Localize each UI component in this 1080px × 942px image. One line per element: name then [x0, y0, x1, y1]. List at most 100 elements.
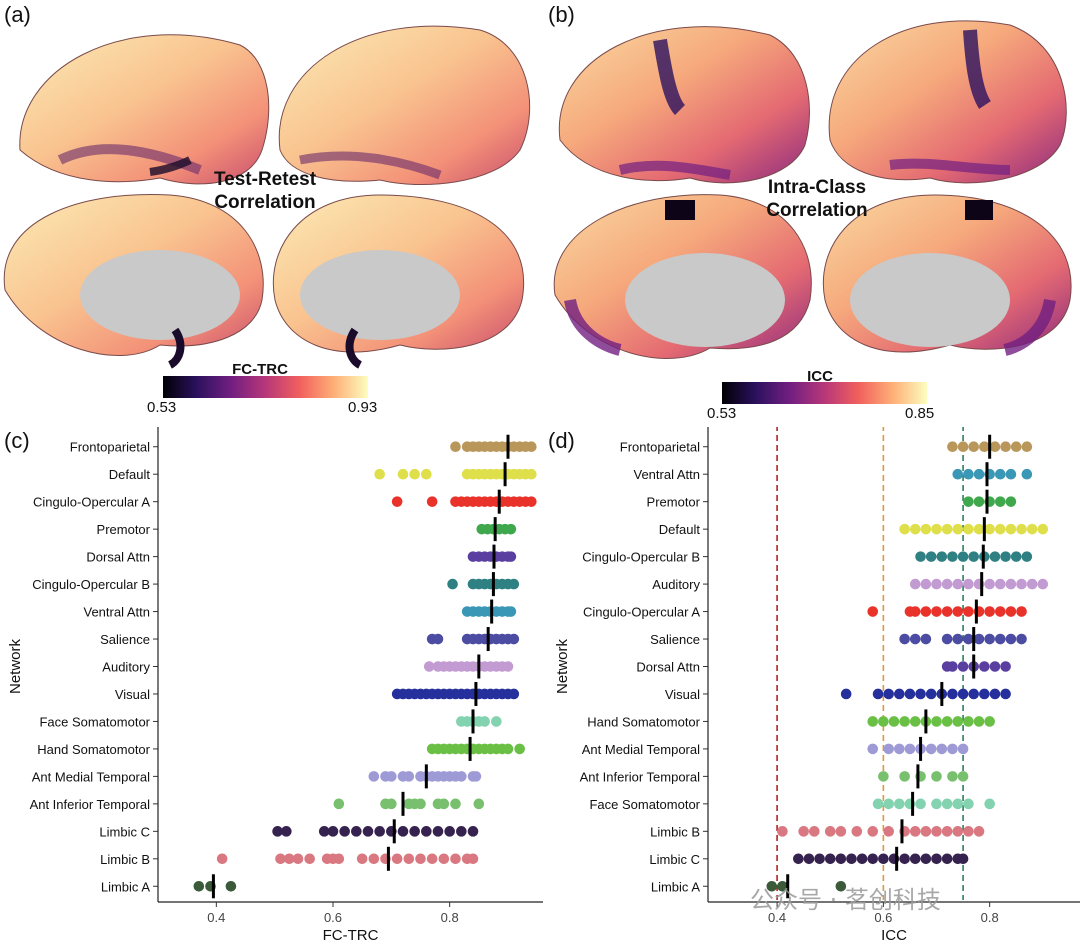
network-label: Cingulo-Opercular B — [582, 550, 700, 565]
data-point — [777, 880, 788, 892]
data-point — [947, 771, 958, 782]
network-label: Cingulo-Opercular A — [33, 495, 150, 510]
network-label: Auditory — [102, 660, 150, 675]
data-point — [899, 853, 910, 865]
data-point — [994, 523, 1006, 535]
network-label: Ant Medial Temporal — [32, 769, 150, 784]
data-point — [846, 853, 857, 865]
chart-d: Frontoparietal Ventral Attn Premotor Defaul… — [554, 427, 1080, 942]
data-point — [327, 826, 339, 837]
network-label: Default — [109, 467, 151, 482]
data-point — [909, 606, 921, 617]
data-point — [963, 523, 974, 535]
data-point — [766, 880, 778, 892]
data-point — [450, 798, 461, 810]
network-label: Cingulo-Opercular B — [32, 577, 150, 592]
brain-title-a-line1: Test-Retest — [213, 169, 317, 190]
data-point — [374, 468, 385, 480]
data-point — [957, 771, 969, 782]
data-point — [947, 688, 958, 700]
data-point — [508, 688, 520, 700]
data-point — [957, 688, 969, 700]
data-point — [963, 633, 974, 645]
data-point — [403, 853, 415, 865]
data-point — [909, 633, 921, 645]
colorbar-b-min: 0.53 — [707, 405, 737, 422]
brain-b-right-medial — [822, 194, 1072, 356]
data-point — [931, 826, 942, 837]
data-point — [979, 441, 990, 453]
colorbar-b-max: 0.85 — [905, 405, 935, 422]
data-point — [952, 606, 964, 617]
data-point — [984, 798, 995, 810]
data-point — [994, 468, 1006, 480]
data-point — [508, 578, 520, 590]
data-point — [909, 826, 921, 837]
colorbar-a — [163, 376, 368, 398]
data-point — [952, 468, 964, 480]
data-point — [824, 826, 836, 837]
network-label: Premotor — [97, 522, 151, 537]
data-point — [409, 468, 420, 480]
data-point — [957, 853, 969, 865]
data-point — [984, 633, 995, 645]
network-label: Frontoparietal — [620, 440, 700, 455]
data-point — [963, 496, 974, 507]
data-point — [973, 716, 985, 727]
data-point — [356, 853, 368, 865]
data-point — [505, 606, 517, 617]
data-point — [941, 606, 953, 617]
data-point — [386, 771, 397, 782]
data-point — [915, 551, 926, 562]
data-point — [968, 441, 980, 453]
data-point — [957, 441, 969, 453]
data-point — [450, 853, 461, 865]
x-tick-label: 0.4 — [768, 910, 786, 925]
data-point — [952, 798, 964, 810]
colorbar-a-min: 0.53 — [147, 399, 177, 416]
data-point — [1026, 578, 1038, 590]
network-label: Limbic A — [101, 879, 150, 894]
network-label: Ant Medial Temporal — [582, 742, 700, 757]
data-point — [989, 551, 1001, 562]
data-point — [963, 826, 974, 837]
data-point — [1000, 551, 1011, 562]
data-point — [883, 688, 894, 700]
network-label: Ventral Attn — [634, 467, 701, 482]
panel-letter-c: (c) — [4, 428, 30, 453]
data-point — [909, 523, 921, 535]
colorbar-a-label: FC-TRC — [232, 361, 288, 378]
data-point — [883, 743, 894, 755]
data-point — [403, 771, 415, 782]
data-point — [904, 688, 916, 700]
network-label: Cingulo-Opercular A — [583, 605, 700, 620]
data-point — [984, 716, 995, 727]
data-point — [368, 853, 380, 865]
data-point — [973, 496, 985, 507]
chart-c: Frontoparietal Default Cingulo-Opercular A… — [7, 427, 543, 942]
data-point — [994, 633, 1006, 645]
network-label: Limbic C — [99, 824, 150, 839]
data-point — [1021, 551, 1033, 562]
data-point — [1010, 551, 1022, 562]
brain-title-b: Intra-Class Correlation — [742, 176, 892, 222]
network-label: Dorsal Attn — [86, 550, 150, 565]
data-point — [979, 661, 990, 672]
data-point — [292, 853, 304, 865]
data-point — [1016, 523, 1027, 535]
data-point — [883, 798, 894, 810]
data-point — [397, 468, 409, 480]
data-point — [952, 578, 964, 590]
colorbar-b — [722, 382, 927, 404]
data-point — [909, 578, 921, 590]
data-point — [491, 716, 502, 727]
data-point — [878, 771, 889, 782]
brain-a-right-medial — [272, 194, 525, 369]
data-point — [835, 826, 847, 837]
data-point — [438, 853, 450, 865]
data-point — [947, 551, 958, 562]
network-label: Face Somatomotor — [39, 714, 150, 729]
data-point — [941, 523, 953, 535]
data-point — [931, 523, 942, 535]
data-point — [994, 606, 1006, 617]
